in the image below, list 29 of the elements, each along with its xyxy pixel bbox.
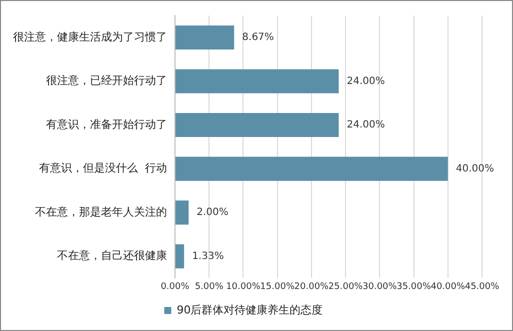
x-tick-label: 0.00% [160,282,190,292]
bar [176,200,189,225]
x-tick-label: 40.00% [430,282,466,292]
data-label: 2.00% [196,207,228,218]
x-tick-label: 25.00% [328,282,364,292]
bar [176,112,339,138]
x-tick-label: 35.00% [396,282,432,292]
y-tick-label: 不在意，自己还很健康 [57,249,167,262]
data-label: 1.33% [192,250,224,262]
x-tick-label: 20.00% [294,282,330,292]
data-label: 8.67% [242,32,274,44]
y-tick-label: 很注意，健康生活成为了习惯了 [13,30,167,44]
bar [176,69,339,94]
legend-label: 90后群体对待健康养生的态度 [176,303,323,316]
x-tick-label: 30.00% [362,282,398,292]
bar [176,25,234,50]
bar [176,244,184,268]
data-label: 24.00% [346,76,385,87]
y-tick-label: 有意识，但是没什么 行动 [39,162,167,175]
x-tick-label: 15.00% [260,282,295,292]
y-tick-label: 有意识，准备开始行动了 [46,118,167,131]
x-tick-label: 45.00% [464,282,500,292]
data-label: 24.00% [346,120,385,131]
y-tick-label: 不在意，那是老年人关注的 [35,205,167,218]
y-tick-label: 很注意，已经开始行动了 [46,74,167,88]
data-label: 40.00% [456,163,494,174]
x-tick-label: 5.00% [194,282,224,292]
x-tick-label: 10.00% [226,282,261,292]
bar [176,156,448,181]
